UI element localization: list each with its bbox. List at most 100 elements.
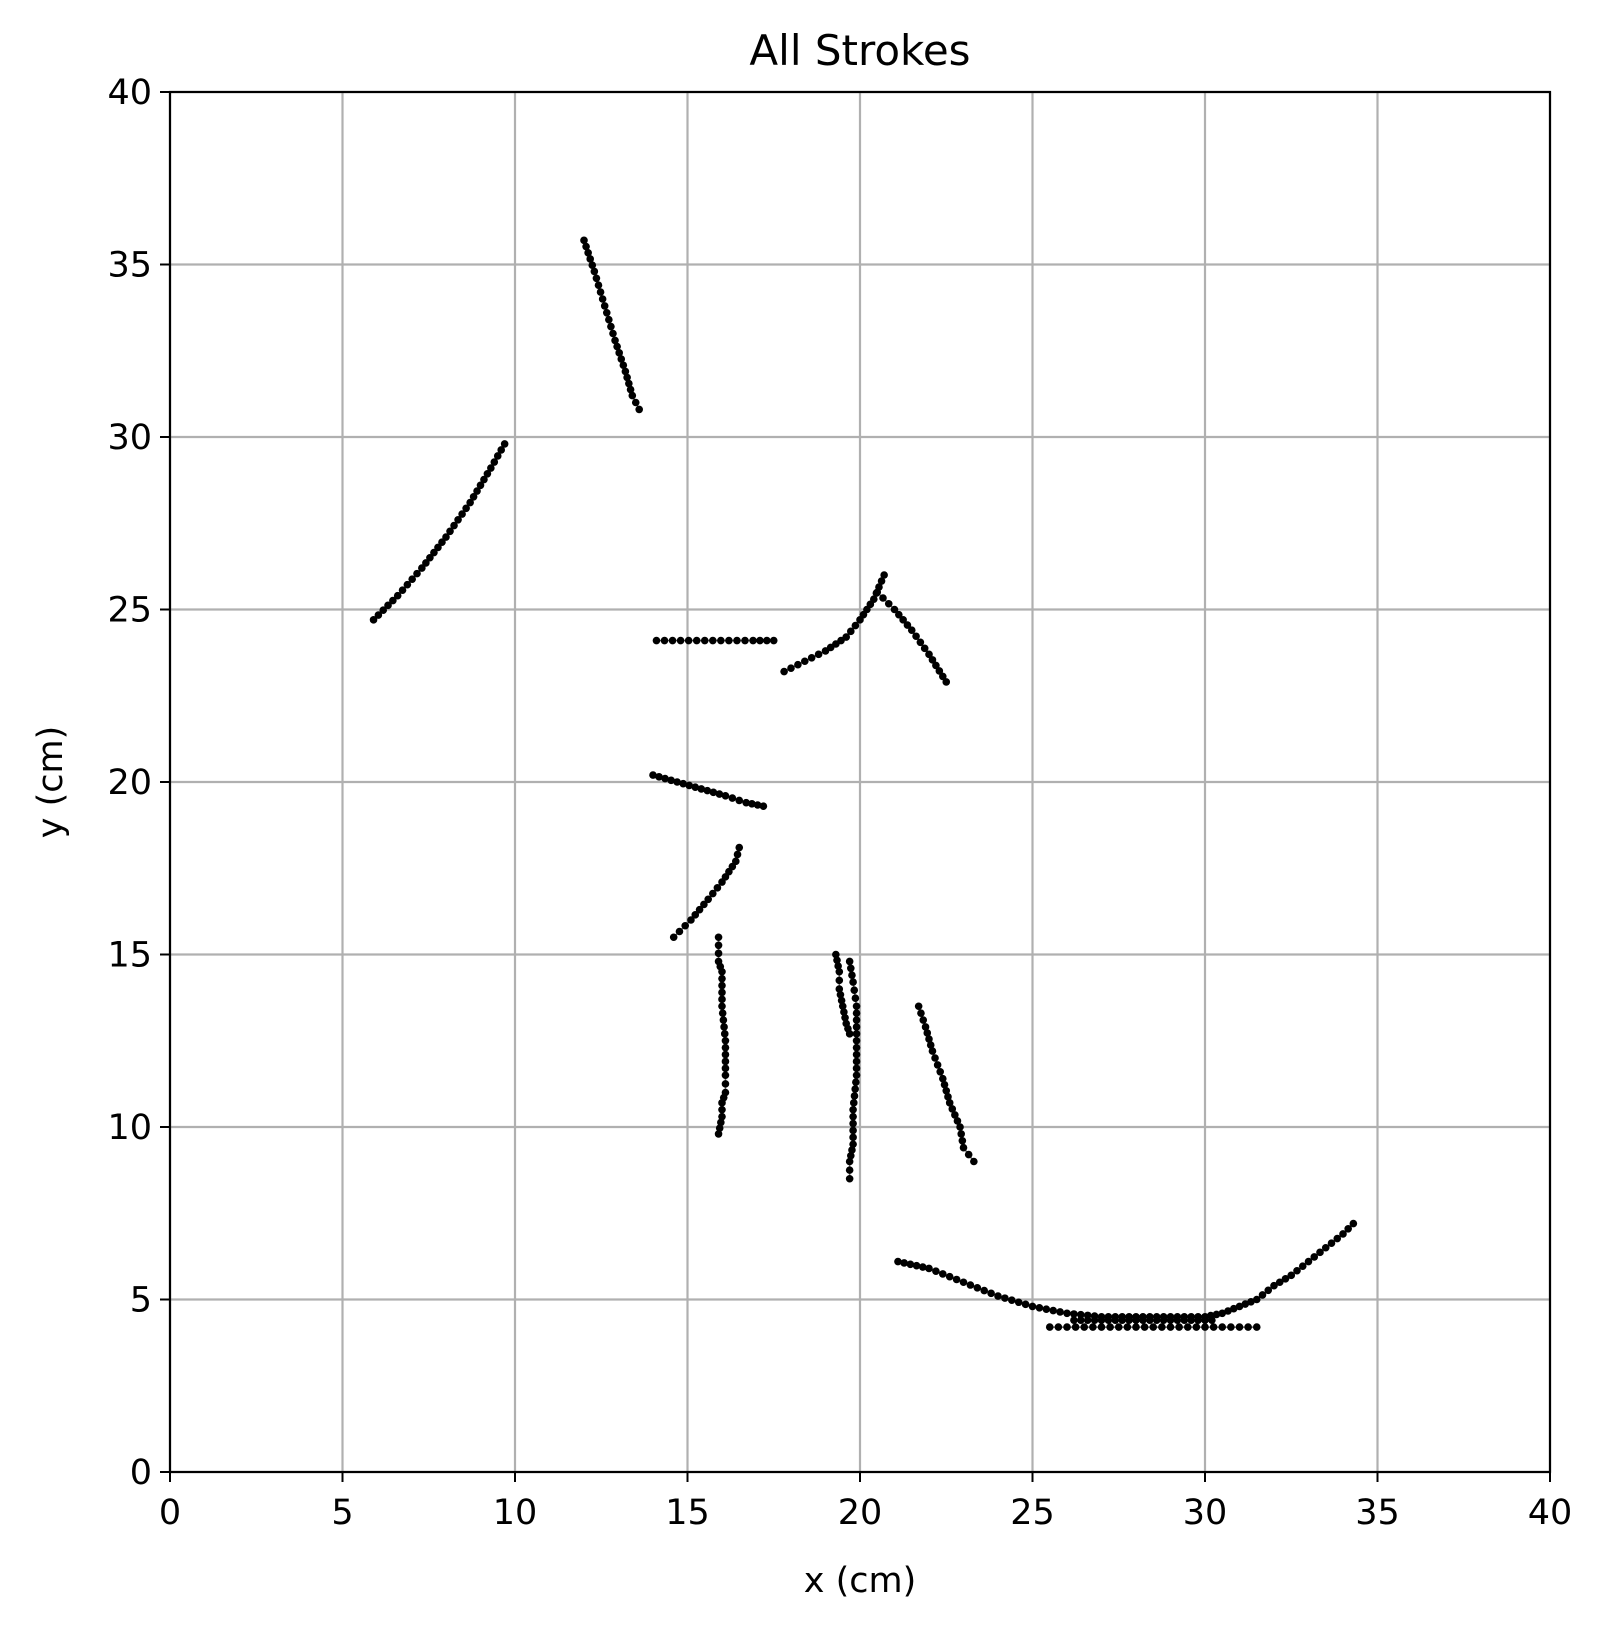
stroke-point xyxy=(931,1054,939,1062)
stroke-11 xyxy=(914,1002,978,1166)
stroke-point xyxy=(1114,1323,1123,1331)
x-tick-label: 10 xyxy=(493,1493,538,1533)
stroke-point xyxy=(623,373,631,382)
stroke-point xyxy=(912,1261,921,1270)
x-tick-label: 35 xyxy=(1355,1493,1400,1533)
stroke-point xyxy=(879,594,887,602)
stroke-point xyxy=(720,1023,728,1031)
stroke-point xyxy=(473,487,481,495)
stroke-point xyxy=(1056,1308,1064,1316)
stroke-point xyxy=(709,788,718,797)
stroke-path xyxy=(897,1223,1354,1318)
stroke-point xyxy=(914,1002,923,1011)
stroke-point xyxy=(691,911,700,919)
stroke-point xyxy=(948,1105,957,1113)
stroke-point xyxy=(1180,1316,1189,1324)
stroke-point xyxy=(1229,1304,1238,1313)
stroke-point xyxy=(1097,1323,1106,1331)
stroke-12 xyxy=(894,1219,1358,1321)
stroke-point xyxy=(1104,1316,1113,1324)
stroke-point xyxy=(1287,1271,1296,1280)
stroke-point xyxy=(1123,1323,1132,1331)
stroke-point xyxy=(848,971,856,979)
stroke-point xyxy=(964,1150,973,1159)
stroke-point xyxy=(714,949,723,958)
stroke-point xyxy=(957,1130,965,1138)
stroke-point xyxy=(735,843,744,852)
stroke-point xyxy=(925,1035,933,1043)
stroke-point xyxy=(1132,1323,1140,1331)
stroke-point xyxy=(607,322,615,331)
stroke-point xyxy=(1327,1239,1336,1247)
stroke-point xyxy=(438,538,446,547)
stroke-point xyxy=(838,1002,847,1011)
stroke-point xyxy=(940,1080,949,1089)
y-tick-label: 10 xyxy=(107,1108,152,1148)
stroke-point xyxy=(852,1043,861,1052)
stroke-point xyxy=(718,1099,726,1107)
stroke-point xyxy=(1209,1323,1218,1331)
stroke-point xyxy=(1089,1323,1097,1331)
stroke-point xyxy=(942,1086,951,1095)
stroke-point xyxy=(840,1008,848,1016)
stroke-point xyxy=(763,636,771,645)
stroke-10 xyxy=(845,957,861,1183)
stroke-point xyxy=(588,261,597,269)
y-axis-label: y (cm) xyxy=(31,726,71,839)
stroke-point xyxy=(714,941,723,950)
stroke-point xyxy=(626,385,635,394)
stroke-point xyxy=(952,1275,961,1284)
stroke-point xyxy=(1042,1305,1051,1313)
stroke-point xyxy=(704,895,712,904)
stroke-point xyxy=(721,1036,730,1045)
stroke-point xyxy=(1201,1323,1209,1331)
stroke-point xyxy=(836,990,845,999)
stroke-point xyxy=(921,1023,930,1031)
stroke-point xyxy=(1063,1323,1071,1331)
stroke-point xyxy=(422,559,430,567)
stroke-point xyxy=(500,440,509,448)
stroke-point xyxy=(586,255,595,263)
stroke-point xyxy=(490,458,499,466)
stroke-point xyxy=(709,636,717,645)
stroke-point xyxy=(920,644,929,653)
stroke-point xyxy=(655,773,663,781)
stroke-point xyxy=(928,1047,937,1055)
stroke-point xyxy=(1063,1309,1071,1318)
stroke-point xyxy=(753,801,762,809)
stroke-point xyxy=(1077,1310,1085,1319)
stroke-point xyxy=(919,1016,928,1024)
x-tick-label: 25 xyxy=(1010,1493,1055,1533)
stroke-point xyxy=(598,295,607,303)
stroke-point xyxy=(718,988,726,997)
stroke-point xyxy=(1275,1278,1284,1287)
stroke-point xyxy=(1080,1323,1089,1331)
stroke-point xyxy=(1139,1316,1147,1324)
y-tick-label: 30 xyxy=(107,418,152,458)
stroke-point xyxy=(970,1157,978,1166)
stroke-point xyxy=(1014,1298,1023,1307)
stroke-path xyxy=(373,443,506,621)
stroke-point xyxy=(1304,1257,1313,1266)
stroke-point xyxy=(1111,1316,1120,1324)
stroke-point xyxy=(851,1085,859,1093)
stroke-point xyxy=(1333,1234,1342,1243)
stroke-point xyxy=(1349,1219,1358,1228)
stroke-point xyxy=(1071,1323,1080,1331)
stroke-point xyxy=(877,577,886,585)
stroke-point xyxy=(1125,1316,1133,1324)
stroke-point xyxy=(849,978,857,986)
stroke-point xyxy=(1227,1323,1235,1331)
stroke-point xyxy=(619,361,628,370)
stroke-point xyxy=(959,1143,968,1152)
stroke-point xyxy=(939,1074,947,1083)
stroke-point xyxy=(714,1130,723,1138)
stroke-point xyxy=(1252,1295,1261,1304)
stroke-point xyxy=(907,626,916,634)
stroke-point xyxy=(735,796,744,805)
stroke-point xyxy=(1208,1316,1216,1324)
stroke-point xyxy=(835,985,844,993)
stroke-point xyxy=(801,657,809,666)
stroke-point xyxy=(756,636,764,645)
